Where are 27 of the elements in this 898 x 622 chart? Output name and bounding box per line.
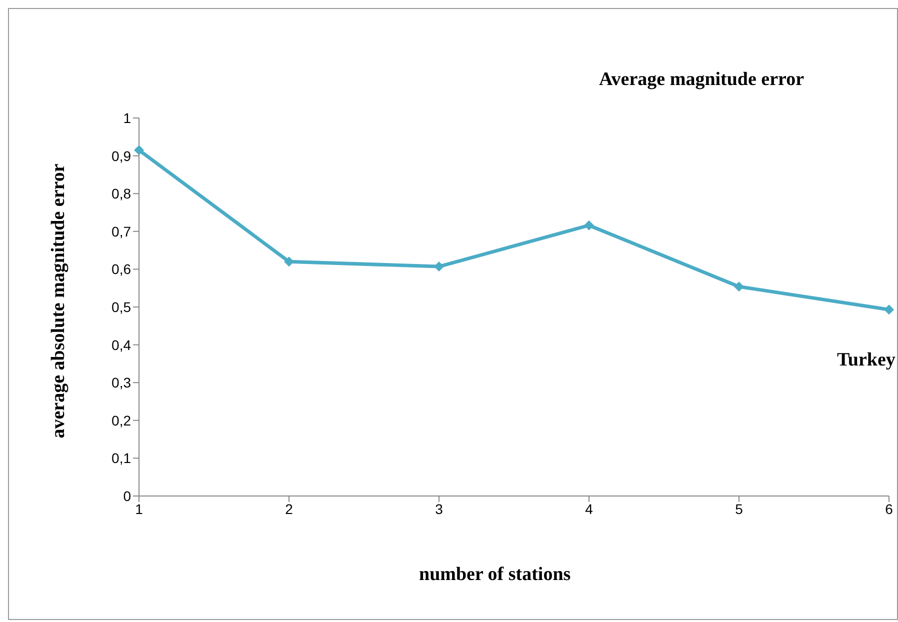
point xyxy=(884,304,894,315)
point xyxy=(434,262,444,272)
y-axis-title: average absolute magnitude error xyxy=(48,164,70,438)
x-tick-label: 2 xyxy=(285,500,294,517)
y-tick-label: 0,4 xyxy=(112,336,132,353)
x-tick-label: 4 xyxy=(585,500,594,517)
x-tick-label: 5 xyxy=(735,500,744,517)
y-tick-label: 0 xyxy=(123,488,132,504)
point xyxy=(134,145,144,156)
x-tick-label: 3 xyxy=(435,500,444,517)
y-tick-label: 1 xyxy=(123,110,132,126)
y-tick-label: 0,8 xyxy=(112,186,132,202)
chart-title: Average magnitude error xyxy=(599,69,804,91)
x-tick-label: 1 xyxy=(135,500,144,517)
point xyxy=(584,220,594,230)
y-tick-label: 0,7 xyxy=(112,223,132,240)
y-tick-label: 0,3 xyxy=(112,374,132,391)
series-label: Turkey xyxy=(837,350,896,371)
point xyxy=(284,256,294,267)
x-axis-title: number of stations xyxy=(419,564,571,586)
y-tick-label: 0,6 xyxy=(112,261,132,278)
y-tick-label: 0,9 xyxy=(112,148,132,164)
y-tick-label: 0,2 xyxy=(112,412,132,428)
y-tick-label: 0,5 xyxy=(112,298,132,315)
x-tick-label: 6 xyxy=(885,500,894,517)
point xyxy=(734,282,744,292)
y-tick-label: 0,1 xyxy=(112,450,132,466)
